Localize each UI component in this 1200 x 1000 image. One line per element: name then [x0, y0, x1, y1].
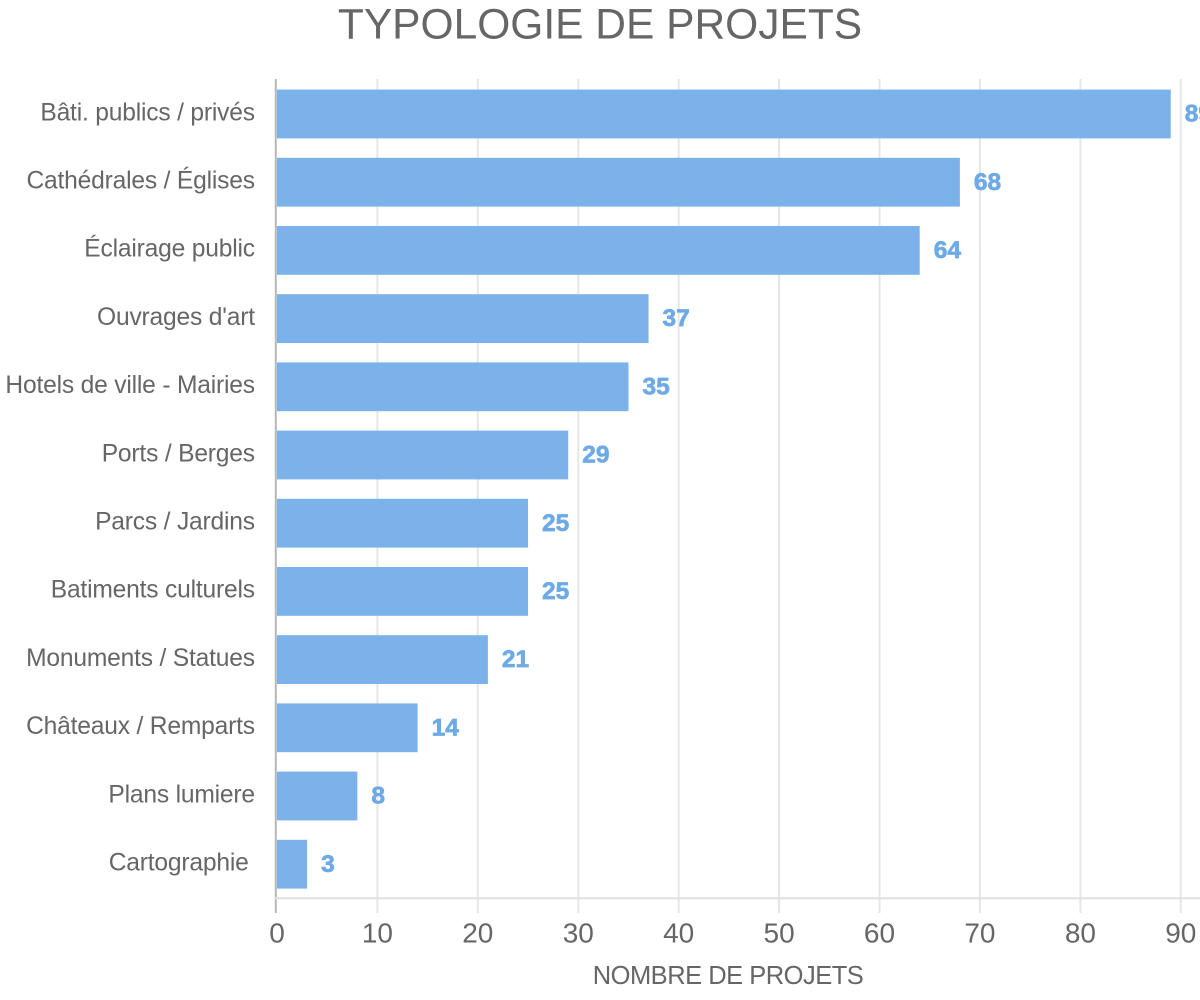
svg-text:8: 8 [371, 783, 385, 810]
svg-text:29: 29 [582, 442, 609, 469]
svg-text:35: 35 [642, 373, 669, 400]
svg-text:90: 90 [1165, 918, 1196, 949]
svg-text:Cartographie: Cartographie [109, 850, 249, 877]
svg-text:60: 60 [864, 918, 895, 949]
svg-text:Ouvrages d'art: Ouvrages d'art [97, 304, 255, 331]
svg-text:89: 89 [1185, 101, 1200, 128]
svg-text:Plans lumiere: Plans lumiere [108, 781, 255, 808]
svg-text:Châteaux / Remparts: Châteaux / Remparts [26, 713, 255, 740]
svg-text:80: 80 [1065, 918, 1096, 949]
svg-text:21: 21 [502, 646, 529, 673]
svg-text:Hotels de ville - Mairies: Hotels de ville - Mairies [5, 372, 254, 399]
svg-text:40: 40 [663, 918, 694, 949]
svg-text:20: 20 [462, 918, 493, 949]
svg-text:Bâti. publics / privés: Bâti. publics / privés [40, 99, 255, 126]
svg-text:10: 10 [362, 918, 393, 949]
svg-text:Éclairage public: Éclairage public [84, 236, 255, 263]
svg-text:25: 25 [542, 510, 569, 537]
svg-text:Cathédrales / Églises: Cathédrales / Églises [26, 168, 254, 195]
svg-text:0: 0 [269, 918, 285, 949]
svg-text:14: 14 [432, 714, 460, 741]
svg-text:Monuments / Statues: Monuments / Statues [26, 645, 255, 672]
svg-text:Ports / Berges: Ports / Berges [102, 440, 255, 467]
svg-text:Parcs / Jardins: Parcs / Jardins [95, 509, 255, 536]
svg-text:Batiments culturels: Batiments culturels [51, 577, 255, 604]
svg-text:25: 25 [542, 578, 569, 605]
svg-text:70: 70 [964, 918, 995, 949]
svg-text:NOMBRE DE PROJETS: NOMBRE DE PROJETS [593, 962, 864, 990]
svg-text:37: 37 [663, 305, 690, 332]
svg-text:50: 50 [764, 918, 795, 949]
svg-text:64: 64 [934, 237, 962, 264]
svg-text:3: 3 [321, 851, 335, 878]
svg-text:30: 30 [563, 918, 594, 949]
svg-text:68: 68 [974, 169, 1001, 196]
svg-text:TYPOLOGIE DE PROJETS: TYPOLOGIE DE PROJETS [338, 1, 862, 48]
